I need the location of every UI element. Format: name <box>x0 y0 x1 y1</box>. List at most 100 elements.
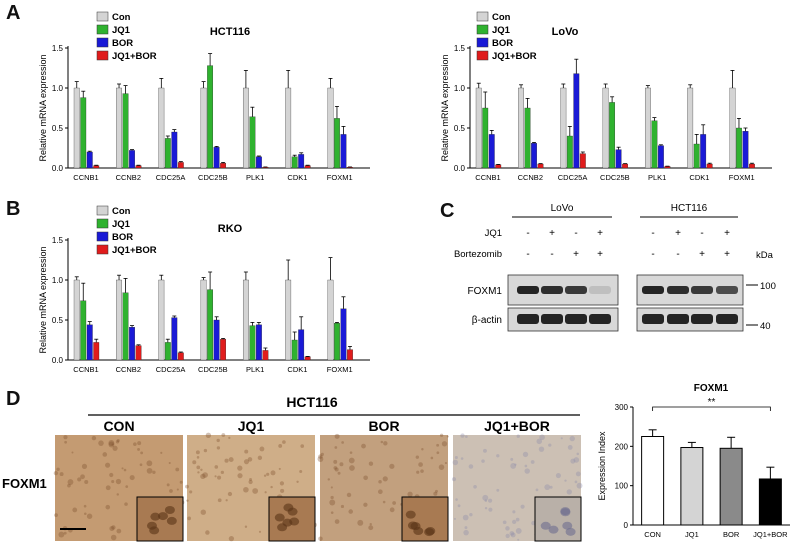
ihc-zoom-inset <box>401 496 449 542</box>
bar-bor <box>171 131 178 169</box>
ihc-tissue-cell <box>363 502 368 507</box>
bar-jq1-bor <box>664 166 671 169</box>
ihc-tissue-cell <box>535 488 539 492</box>
ihc-tissue-cell <box>67 479 74 485</box>
ihc-panel: HCT116 FOXM1 CON JQ1 BOR JQ1+BOR <box>2 394 583 542</box>
ihc-tissue-cell <box>139 463 143 467</box>
ihc-tissue-cell <box>330 495 334 500</box>
ihc-tissue-cell <box>515 527 522 534</box>
ihc-tissue-cell <box>349 451 353 454</box>
ihc-inset-nucleus <box>166 516 177 525</box>
legend-label: BOR <box>112 232 133 243</box>
ihc-tissue-cell <box>200 473 206 480</box>
marker-label: 100 <box>760 281 776 292</box>
ihc-tissue-cell <box>84 479 89 484</box>
ihc-tissue-cell <box>334 467 339 472</box>
blot-kda-label: kDa <box>756 250 774 261</box>
x-tick-label: FOXM1 <box>327 365 353 374</box>
chart-rko-mrna: 0.0 0.5 1.0 1.5 Relative mRNA expression RKO C… <box>38 205 370 374</box>
legend-label: JQ1 <box>492 25 511 36</box>
ihc-tissue-cell <box>530 460 535 464</box>
ihc-tissue-cell <box>237 473 243 479</box>
ihc-tissue-cell <box>228 436 231 440</box>
x-tick-label: FOXM1 <box>327 173 353 182</box>
bar-bor <box>86 324 93 361</box>
x-tick-label: CDC25A <box>156 173 186 182</box>
blot-sign-jq1: - <box>574 228 577 239</box>
y-tick-label: 0.5 <box>52 124 64 133</box>
x-tick-label: CCNB2 <box>116 173 141 182</box>
ihc-inset-nucleus <box>157 512 168 521</box>
ihc-tissue-cell <box>348 509 353 514</box>
bar-bor <box>531 143 537 169</box>
bar-con <box>73 87 80 169</box>
x-tick-label: CCNB1 <box>73 365 98 374</box>
bar-jq1-bor <box>537 163 544 169</box>
ihc-tissue-cell <box>433 491 438 496</box>
blot-band-actin <box>517 314 539 324</box>
legend-swatch <box>96 37 109 48</box>
ihc-tissue-cell <box>317 456 324 462</box>
ihc-tissue-cell <box>510 532 516 538</box>
bar-con <box>73 279 80 361</box>
ihc-tissue-cell <box>538 446 545 452</box>
ihc-tissue-cell <box>382 476 388 482</box>
bar-bor <box>573 73 580 169</box>
x-tick-label: CDK1 <box>287 173 307 182</box>
ihc-tissue-cell <box>279 481 285 486</box>
ihc-tissue-cell <box>83 504 87 508</box>
ihc-tissue-cell <box>418 462 423 467</box>
blot-band-actin <box>565 314 587 324</box>
ihc-tissue-cell <box>517 538 520 541</box>
bar-jq1 <box>164 342 171 361</box>
x-tick-label: CCNB2 <box>116 365 141 374</box>
bar-con <box>285 279 292 361</box>
bar-jq1 <box>122 93 129 169</box>
ihc-tissue-cell <box>382 500 386 504</box>
ihc-column-label: CON <box>103 418 134 434</box>
blot-row-label-jq1: JQ1 <box>485 228 502 239</box>
bar-con <box>158 87 165 169</box>
x-tick-label: JQ1 <box>685 530 699 539</box>
ihc-tissue-cell <box>441 441 448 447</box>
bar-jq1 <box>291 339 298 361</box>
ihc-tissue-cell <box>124 502 128 506</box>
ihc-tissue-cell <box>125 485 129 489</box>
bar-bor <box>742 131 749 169</box>
ihc-tissue-cell <box>166 483 170 487</box>
blot-sign-bortezomib: + <box>573 249 579 260</box>
blot-sign-jq1: - <box>651 228 654 239</box>
bar-con <box>242 279 249 361</box>
legend-label: Con <box>492 12 511 23</box>
panel-letter-c: C <box>440 200 455 222</box>
ihc-column-label: JQ1 <box>238 418 265 434</box>
ihc-tissue-cell <box>341 441 344 444</box>
ihc-tissue-cell <box>464 526 468 530</box>
ihc-tissue-cell <box>392 501 396 505</box>
ihc-tissue-cell <box>488 498 493 503</box>
ihc-tissue-cell <box>111 443 114 446</box>
ihc-tissue-cell <box>536 438 543 445</box>
bar-jq1 <box>566 135 573 169</box>
ihc-tissue-cell <box>244 449 249 454</box>
ihc-tissue-cell <box>121 467 124 470</box>
ihc-tissue-cell <box>217 475 222 480</box>
chart-lovo-mrna: 0.0 0.5 1.0 1.5 Relative mRNA expression LoVo… <box>440 11 772 182</box>
bar-jq1-bor <box>749 163 755 169</box>
ihc-inset-nucleus <box>540 521 551 530</box>
ihc-tissue-cell <box>129 475 135 481</box>
ihc-tissue-cell <box>214 475 217 478</box>
bar-jq1-bor <box>304 356 311 361</box>
ihc-tissue-cell <box>460 457 464 460</box>
bar-bor <box>86 151 93 169</box>
bar-jq1 <box>736 127 742 169</box>
bar-jq1-bor <box>758 478 782 526</box>
ihc-tissue-cell <box>576 452 580 456</box>
chart-hct116-mrna: 0.0 0.5 1.0 1.5 Relative mRNA expression HCT1… <box>38 11 370 182</box>
bar-bor <box>213 319 220 361</box>
ihc-tissue-cell <box>539 434 545 441</box>
chart-title: HCT116 <box>210 26 250 38</box>
blot-row-label-bortezomib: Bortezomib <box>454 249 502 260</box>
bar-con <box>158 279 165 361</box>
legend-swatch <box>476 50 489 61</box>
